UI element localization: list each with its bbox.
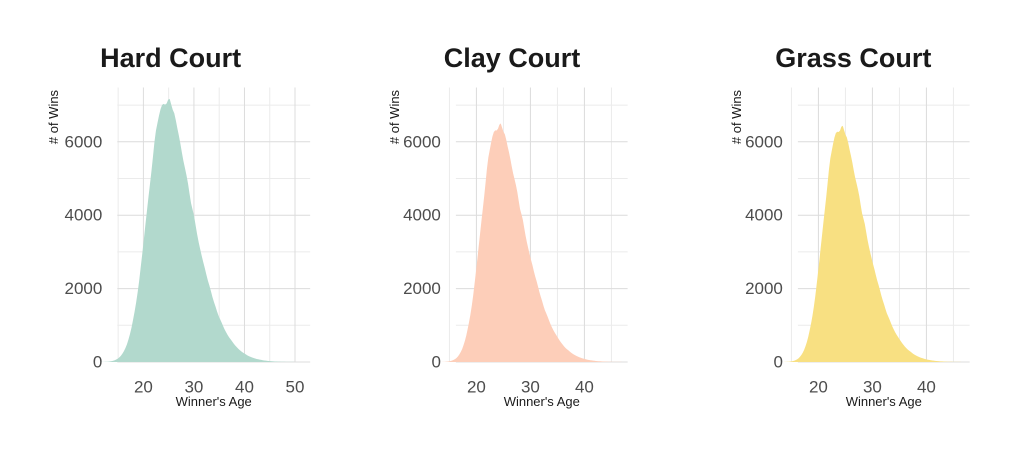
svg-text:6000: 6000 (403, 132, 441, 151)
svg-text:50: 50 (286, 377, 305, 396)
svg-text:Winner's Age: Winner's Age (845, 394, 921, 409)
svg-text:Winner's Age: Winner's Age (504, 394, 580, 409)
svg-text:0: 0 (93, 352, 102, 371)
svg-text:0: 0 (432, 352, 441, 371)
svg-text:# of Wins: # of Wins (729, 89, 744, 144)
svg-text:4000: 4000 (403, 206, 441, 225)
svg-text:# of Wins: # of Wins (387, 89, 402, 144)
svg-text:4000: 4000 (745, 206, 783, 225)
svg-text:20: 20 (809, 377, 828, 396)
svg-text:20: 20 (134, 377, 153, 396)
svg-text:# of Wins: # of Wins (46, 89, 61, 144)
svg-text:6000: 6000 (745, 132, 783, 151)
svg-text:2000: 2000 (65, 279, 103, 298)
svg-text:20: 20 (467, 377, 486, 396)
svg-text:4000: 4000 (65, 206, 103, 225)
svg-text:2000: 2000 (403, 279, 441, 298)
svg-text:2000: 2000 (745, 279, 783, 298)
svg-text:6000: 6000 (65, 132, 103, 151)
svg-text:Winner's Age: Winner's Age (176, 394, 252, 409)
svg-text:0: 0 (773, 352, 782, 371)
